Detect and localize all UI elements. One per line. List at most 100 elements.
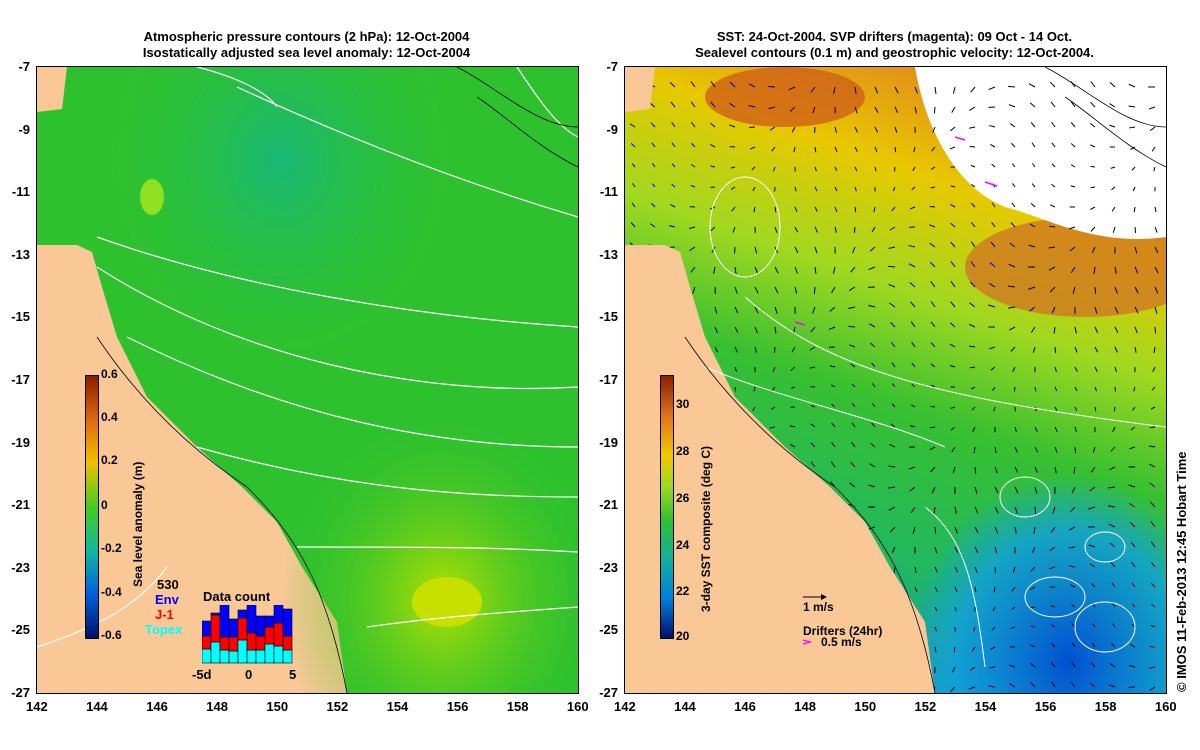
left-title-line1: Atmospheric pressure contours (2 hPa): 1…	[143, 29, 470, 44]
x-tick-label: 160	[566, 699, 589, 714]
left-title-line2: Isostatically adjusted sea level anomaly…	[142, 45, 471, 60]
dc-x-tick: 5	[289, 667, 297, 682]
sla-colorbar	[85, 375, 99, 639]
y-tick-label: -23	[11, 559, 30, 575]
cb-tick: 28	[676, 444, 690, 458]
sst-colorbar	[660, 375, 674, 639]
data-count-bar-env	[219, 605, 230, 638]
data-count-bar-topex	[202, 648, 212, 664]
cb-tick: 20	[676, 629, 690, 643]
y-tick-label: -9	[18, 121, 30, 137]
cb-tick: -0.2	[101, 541, 122, 555]
data-count-bar-topex	[264, 643, 275, 664]
cb-tick: -0.6	[101, 628, 122, 642]
png-coastline	[1044, 67, 1166, 168]
cb-tick: 26	[676, 491, 690, 505]
x-tick-label: 152	[914, 699, 937, 714]
anomaly-high-spot	[412, 577, 482, 627]
sst-map: 30 28 26 24 22 20 3-day SST composite (d…	[624, 66, 1167, 694]
x-tick-label: 158	[1094, 699, 1117, 714]
drifter-scale-icon	[802, 639, 813, 645]
x-tick-label: 154	[974, 699, 997, 714]
cb-tick: 24	[676, 538, 690, 552]
cb-tick: 30	[676, 397, 690, 411]
data-count-bar-env	[210, 612, 221, 616]
x-tick-label: 142	[26, 699, 48, 714]
data-count-bar-j-1	[273, 622, 284, 647]
legend-j1: J-1	[155, 607, 174, 622]
data-count-bar-env	[228, 618, 239, 638]
x-tick-label: 150	[266, 699, 289, 714]
x-tick-label: 156	[1034, 699, 1057, 714]
data-count-bar-env	[246, 605, 257, 634]
data-count-bar-j-1	[219, 636, 230, 651]
data-count-bar-env	[202, 620, 212, 637]
data-count-bar-j-1	[237, 617, 248, 641]
y-tick-label: -21	[599, 497, 618, 513]
right-title-line2: Sealevel contours (0.1 m) and geostrophi…	[695, 45, 1094, 60]
data-count-bar-j-1	[202, 635, 212, 650]
data-count-bar-topex	[237, 639, 248, 664]
y-tick-label: -27	[599, 685, 618, 700]
y-tick-label: -13	[599, 246, 618, 262]
cloud-gap	[915, 67, 1166, 240]
data-count-bar-j-1	[210, 614, 221, 643]
y-tick-label: -15	[11, 309, 30, 325]
right-title-line1: SST: 24-Oct-2004. SVP drifters (magenta)…	[716, 29, 1073, 44]
credit-text: © IMOS 11-Feb-2013 12:45 Hobart Time	[1174, 451, 1189, 692]
x-tick-label: 154	[386, 699, 409, 714]
right-title: SST: 24-Oct-2004. SVP drifters (magenta)…	[624, 29, 1165, 61]
data-count-bar-topex	[246, 649, 257, 664]
data-count-bar-env	[273, 605, 284, 624]
data-count-bar-topex	[255, 649, 266, 664]
pressure-contours	[37, 67, 578, 648]
cb-tick: 22	[676, 584, 690, 598]
data-count-bar-j-1	[282, 635, 293, 651]
y-tick-label: -17	[11, 372, 30, 387]
y-tick-label: -7	[18, 59, 30, 74]
data-count-bar-topex	[228, 650, 239, 664]
y-tick-label: -11	[11, 184, 30, 200]
data-count-bar-env	[237, 609, 248, 619]
data-count-bar-topex	[210, 641, 221, 664]
cb-tick: 0.2	[101, 453, 118, 467]
x-tick-label: 144	[674, 699, 696, 714]
x-tick-label: 156	[446, 699, 469, 714]
drifter-tracks	[794, 136, 998, 326]
sealevel-contours	[704, 176, 1166, 668]
x-tick-label: 148	[794, 699, 816, 714]
x-tick-label: 144	[86, 699, 108, 714]
x-tick-label: 152	[326, 699, 349, 714]
y-tick-label: -25	[599, 622, 618, 638]
y-tick-label: -27	[11, 685, 30, 700]
drifter-legend-title: Drifters (24hr)	[803, 624, 883, 638]
data-count-bar-j-1	[246, 632, 257, 651]
data-count-bar-topex	[219, 649, 230, 664]
y-tick-label: -25	[11, 622, 30, 638]
y-tick-label: -19	[599, 434, 618, 450]
data-count-bar-j-1	[255, 635, 266, 651]
y-tick-label: -19	[11, 434, 30, 450]
data-count-bar-env	[264, 615, 275, 628]
data-count-chart	[202, 605, 293, 664]
data-count-bar-j-1	[228, 636, 239, 652]
left-map-graphic	[37, 67, 578, 693]
y-tick-label: -13	[11, 246, 30, 262]
png-coastline	[456, 67, 578, 168]
data-count-bar-topex	[273, 645, 284, 664]
sla-colorbar-title: Sea level anomaly (m)	[131, 461, 145, 587]
cb-tick: -0.4	[101, 585, 122, 599]
right-map-graphic	[625, 67, 1166, 693]
x-tick-label: 146	[146, 699, 168, 714]
cb-tick: 0.4	[101, 410, 118, 424]
data-count-bar-j-1	[264, 626, 275, 645]
x-tick-label: 146	[734, 699, 756, 714]
y-tick-label: -9	[606, 121, 618, 137]
y-tick-label: -21	[11, 497, 30, 513]
y-tick-label: -11	[599, 184, 618, 200]
sst-colorbar-title: 3-day SST composite (deg C)	[699, 445, 713, 612]
data-total: 530	[157, 577, 179, 592]
x-tick-label: 148	[206, 699, 228, 714]
dc-x-tick: 0	[245, 667, 253, 682]
vector-scale-label: 1 m/s	[803, 600, 834, 614]
